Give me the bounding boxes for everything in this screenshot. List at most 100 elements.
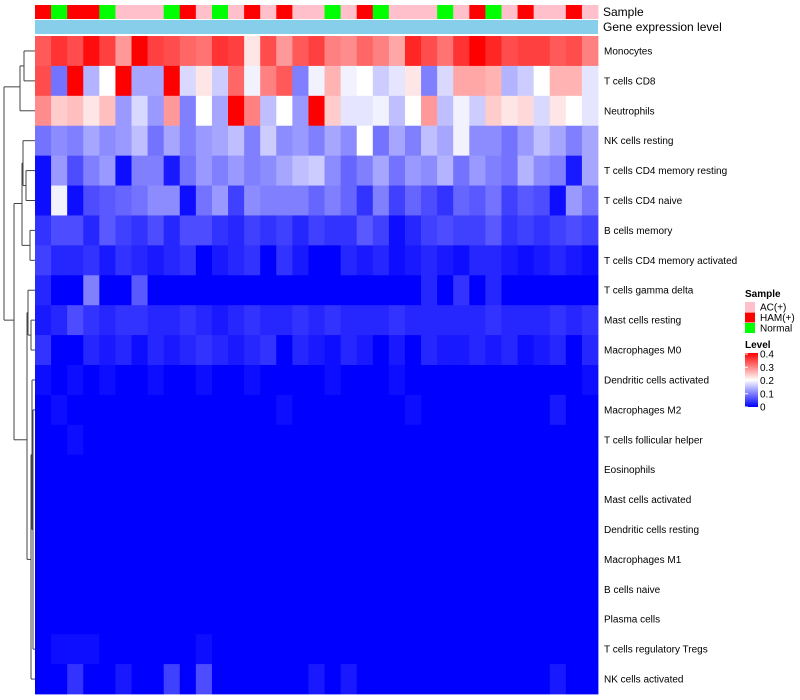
sample-annotation-cell (115, 5, 132, 19)
heatmap-cell (469, 155, 486, 186)
heatmap-cell (211, 394, 229, 426)
heatmap-cell (453, 604, 470, 635)
heatmap-cell (485, 95, 502, 127)
row-label: T cells regulatory Tregs (604, 645, 708, 656)
heatmap-cell (517, 634, 535, 665)
heatmap-cell (131, 454, 148, 486)
heatmap-cell (292, 544, 309, 575)
heatmap-cell (469, 125, 486, 157)
level-tick-label: 0.1 (760, 389, 774, 400)
heatmap-cell (83, 155, 100, 186)
heatmap-cell (99, 484, 116, 515)
heatmap-cell (356, 36, 374, 67)
heatmap-cell (308, 155, 325, 186)
heatmap-cell (131, 514, 148, 545)
heatmap-cell (501, 155, 518, 186)
heatmap-cell (260, 394, 277, 426)
heatmap-cell (565, 365, 583, 396)
sample-annotation-cell (404, 5, 422, 19)
heatmap-cell (179, 245, 197, 276)
heatmap-cell (35, 95, 52, 127)
heatmap-cell (372, 125, 390, 157)
heatmap-cell (244, 604, 261, 635)
level-legend-ticks: 0.4 0.3 0.2 0.1 0 (745, 350, 774, 414)
heatmap-cell (67, 664, 84, 695)
heatmap-cell (244, 365, 261, 396)
heatmap-cell (292, 634, 309, 665)
heatmap-cell (228, 245, 245, 276)
sample-legend-entries: AC(+)HAM(+)Normal (745, 302, 795, 335)
heatmap-cell (565, 664, 583, 695)
heatmap-cell (308, 95, 325, 127)
heatmap-cell (195, 454, 213, 486)
heatmap-cell (533, 215, 551, 246)
heatmap-cell (292, 604, 309, 635)
heatmap-cell (501, 544, 518, 575)
heatmap-cell (485, 36, 502, 67)
heatmap-cell (115, 36, 132, 67)
heatmap-cell (517, 215, 535, 246)
heatmap-cell (292, 185, 309, 216)
heatmap-cell (533, 514, 551, 545)
heatmap-cell (195, 155, 213, 186)
heatmap-cell (437, 544, 454, 575)
heatmap-cell (179, 185, 197, 216)
heatmap-cell (549, 95, 567, 127)
sample-annotation-cell (260, 5, 277, 19)
heatmap-cell (533, 335, 551, 366)
level-tick-label: 0 (760, 403, 766, 414)
heatmap-cell (404, 155, 422, 186)
heatmap-cell (549, 125, 567, 157)
heatmap-cell (421, 514, 438, 545)
heatmap-cell (292, 335, 309, 366)
sample-annotation-cell (485, 5, 502, 19)
heatmap-cell (453, 335, 470, 366)
heatmap-cell (244, 95, 261, 127)
heatmap-cell (517, 305, 535, 336)
gene-expression-annotation-cell (35, 20, 598, 34)
heatmap-cell (485, 664, 502, 695)
heatmap-cell (211, 155, 229, 186)
heatmap-cell (372, 245, 390, 276)
heatmap-cell (163, 65, 181, 97)
heatmap-cell (485, 65, 502, 97)
heatmap-cell (533, 365, 551, 396)
heatmap-cell (581, 335, 599, 366)
heatmap-cell (99, 454, 116, 486)
sample-legend-label: Normal (760, 324, 792, 335)
heatmap-cell (99, 275, 116, 306)
heatmap-cell (485, 245, 502, 276)
heatmap-cell (99, 664, 116, 695)
heatmap-cell (388, 95, 406, 127)
heatmap-cell (195, 634, 213, 665)
sample-annotation-cell (324, 5, 342, 19)
sample-annotation-cell (195, 5, 213, 19)
heatmap-cell (372, 155, 390, 186)
level-tick-label: 0.4 (760, 350, 774, 361)
sample-annotation-cell (292, 5, 309, 19)
heatmap-cell (501, 305, 518, 336)
heatmap-cell (179, 604, 197, 635)
heatmap-cell (67, 544, 84, 575)
heatmap-cell (260, 215, 277, 246)
heatmap-cell (549, 514, 567, 545)
heatmap-cell (228, 155, 245, 186)
heatmap-cell (421, 454, 438, 486)
heatmap-cell (501, 484, 518, 515)
heatmap-cell (533, 245, 551, 276)
heatmap-cell (179, 155, 197, 186)
heatmap-cell (308, 484, 325, 515)
level-tick-label: 0.2 (760, 376, 774, 387)
heatmap-cell (404, 514, 422, 545)
sample-annotation-cell (565, 5, 583, 19)
heatmap-cell (340, 335, 358, 366)
heatmap-cell (356, 275, 374, 306)
heatmap-cell (115, 604, 132, 635)
heatmap-cell (324, 275, 342, 306)
heatmap-cell (372, 365, 390, 396)
heatmap-cell (517, 394, 535, 426)
gene-expression-annotation-label: Gene expression level (603, 20, 722, 34)
legend: Sample AC(+)HAM(+)Normal Level 0.4 0.3 0.2… (745, 289, 795, 414)
row-label: Plasma cells (604, 615, 660, 626)
heatmap-cell (437, 335, 454, 366)
